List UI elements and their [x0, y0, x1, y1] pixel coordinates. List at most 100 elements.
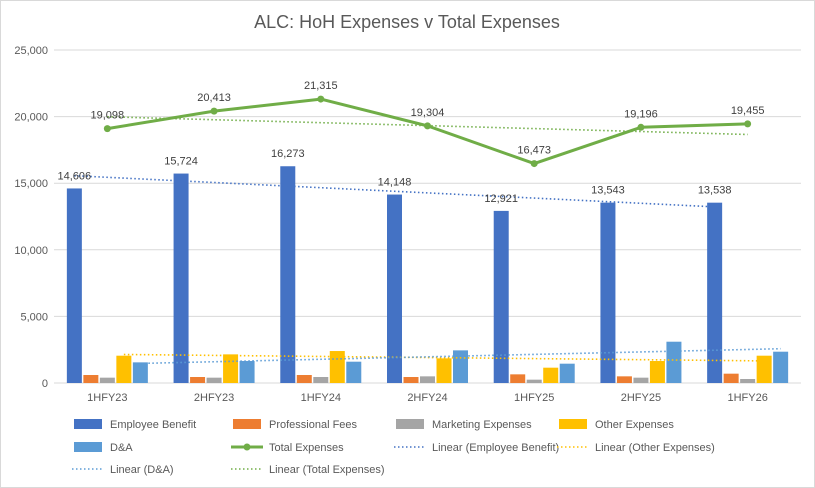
legend-label: Linear (D&A) — [110, 464, 174, 476]
total-expenses-point — [744, 120, 752, 128]
line-data-label: 19,455 — [731, 105, 765, 117]
bar-d-a — [132, 362, 148, 383]
bar-data-label: 14,606 — [58, 170, 92, 182]
total-expenses-point — [317, 95, 325, 103]
bar-data-label: 13,538 — [698, 185, 732, 197]
line-data-label: 19,196 — [624, 108, 658, 120]
legend-item-linear-other-expenses: Linear (Other Expenses) — [557, 442, 715, 454]
legend-swatch — [74, 442, 102, 452]
bar-data-label: 13,543 — [591, 185, 625, 197]
legend-swatch — [233, 419, 261, 429]
trendline-other-expenses — [123, 353, 765, 362]
total-expenses-point — [103, 125, 111, 133]
line-series — [103, 95, 752, 168]
y-tick-label: 0 — [42, 378, 48, 390]
bar-data-label: 16,273 — [271, 148, 305, 160]
bar-other-expenses — [756, 355, 772, 383]
chart-title: ALC: HoH Expenses v Total Expenses — [254, 12, 560, 32]
bar-employee-benefit — [600, 202, 616, 383]
y-tick-label: 25,000 — [14, 45, 48, 57]
legend-marker — [243, 443, 251, 451]
bar-other-expenses — [436, 358, 452, 383]
bar-other-expenses — [649, 361, 665, 383]
legend-swatch — [559, 419, 587, 429]
bar-data-label: 14,148 — [378, 177, 412, 189]
legend-label: Linear (Total Expenses) — [269, 464, 385, 476]
bar-professional-fees — [190, 377, 206, 383]
bar-d-a — [346, 361, 362, 383]
legend-swatch — [74, 419, 102, 429]
trendline-d-a — [140, 347, 781, 365]
line-data-label: 19,098 — [91, 110, 125, 122]
legend-item-total-expenses: Total Expenses — [231, 442, 344, 454]
legend-item-linear-d-a: Linear (D&A) — [72, 464, 174, 476]
legend-item-marketing-expenses: Marketing Expenses — [396, 419, 532, 431]
bar-other-expenses — [223, 354, 239, 383]
bar-d-a — [773, 351, 789, 383]
bar-marketing-expenses — [633, 377, 649, 383]
x-tick-label: 2HFY23 — [194, 392, 234, 404]
legend-item-professional-fees: Professional Fees — [233, 419, 358, 431]
legend-label: Marketing Expenses — [432, 419, 532, 431]
legend-item-linear-total-expenses: Linear (Total Expenses) — [231, 464, 385, 476]
bar-employee-benefit — [280, 166, 296, 383]
bar-professional-fees — [83, 375, 99, 383]
bar-d-a — [239, 361, 255, 383]
gridlines — [54, 49, 801, 384]
line-data-label: 21,315 — [304, 80, 338, 92]
line-data-label: 19,304 — [411, 107, 445, 119]
line-data-label: 16,473 — [517, 145, 551, 157]
line-data-label: 20,413 — [197, 92, 231, 104]
legend-label: Employee Benefit — [110, 419, 196, 431]
x-axis: 1HFY23 2HFY23 1HFY24 2HFY24 1HFY25 2HFY25 1HFY… — [87, 392, 768, 404]
bar-professional-fees — [403, 377, 419, 383]
bar-marketing-expenses — [740, 379, 756, 383]
legend: Employee Benefit Professional Fees Marketi… — [72, 419, 715, 476]
bar-series — [66, 166, 789, 383]
x-tick-label: 1HFY25 — [514, 392, 554, 404]
bar-d-a — [559, 363, 575, 383]
x-tick-label: 1HFY26 — [727, 392, 767, 404]
legend-item-other-expenses: Other Expenses — [559, 419, 674, 431]
bar-professional-fees — [723, 373, 739, 383]
x-tick-label: 2HFY25 — [621, 392, 661, 404]
total-expenses-point — [424, 122, 431, 130]
legend-swatch — [396, 419, 424, 429]
bar-marketing-expenses — [313, 377, 329, 383]
bar-data-label: 12,921 — [484, 193, 518, 205]
bar-employee-benefit — [707, 202, 723, 383]
total-expenses-point — [210, 107, 218, 115]
legend-item-employee-benefit: Employee Benefit — [74, 419, 196, 431]
legend-label: Professional Fees — [269, 419, 358, 431]
total-expenses-point — [637, 123, 645, 131]
legend-label: Linear (Employee Benefit) — [432, 442, 559, 454]
bar-professional-fees — [296, 375, 312, 383]
bar-employee-benefit — [173, 173, 189, 383]
bar-marketing-expenses — [99, 377, 115, 383]
y-tick-label: 10,000 — [14, 245, 48, 257]
bar-marketing-expenses — [206, 377, 222, 383]
bar-marketing-expenses — [526, 379, 542, 383]
x-tick-label: 1HFY24 — [301, 392, 341, 404]
y-tick-label: 15,000 — [14, 178, 48, 190]
bar-d-a — [666, 341, 682, 383]
total-expenses-point — [530, 160, 538, 168]
bar-marketing-expenses — [420, 376, 435, 383]
bar-employee-benefit — [387, 194, 402, 383]
bar-data-label: 15,724 — [164, 156, 198, 168]
bar-other-expenses — [116, 355, 132, 383]
data-labels: 14,606 15,724 16,273 14,148 12,921 13,543 13,5… — [58, 80, 765, 205]
legend-item-d-a: D&A — [74, 442, 133, 454]
y-axis: 0 5,000 10,000 15,000 20,000 25,000 — [14, 45, 48, 390]
legend-item-linear-employee-benefit: Linear (Employee Benefit) — [394, 442, 559, 454]
x-tick-label: 2HFY24 — [407, 392, 447, 404]
legend-label: Total Expenses — [269, 442, 344, 454]
legend-label: D&A — [110, 442, 133, 454]
bar-employee-benefit — [493, 210, 509, 383]
y-tick-label: 20,000 — [14, 112, 48, 124]
bar-employee-benefit — [66, 188, 82, 383]
legend-label: Other Expenses — [595, 419, 674, 431]
y-tick-label: 5,000 — [20, 311, 48, 323]
trendline-employee-benefit — [74, 174, 715, 208]
